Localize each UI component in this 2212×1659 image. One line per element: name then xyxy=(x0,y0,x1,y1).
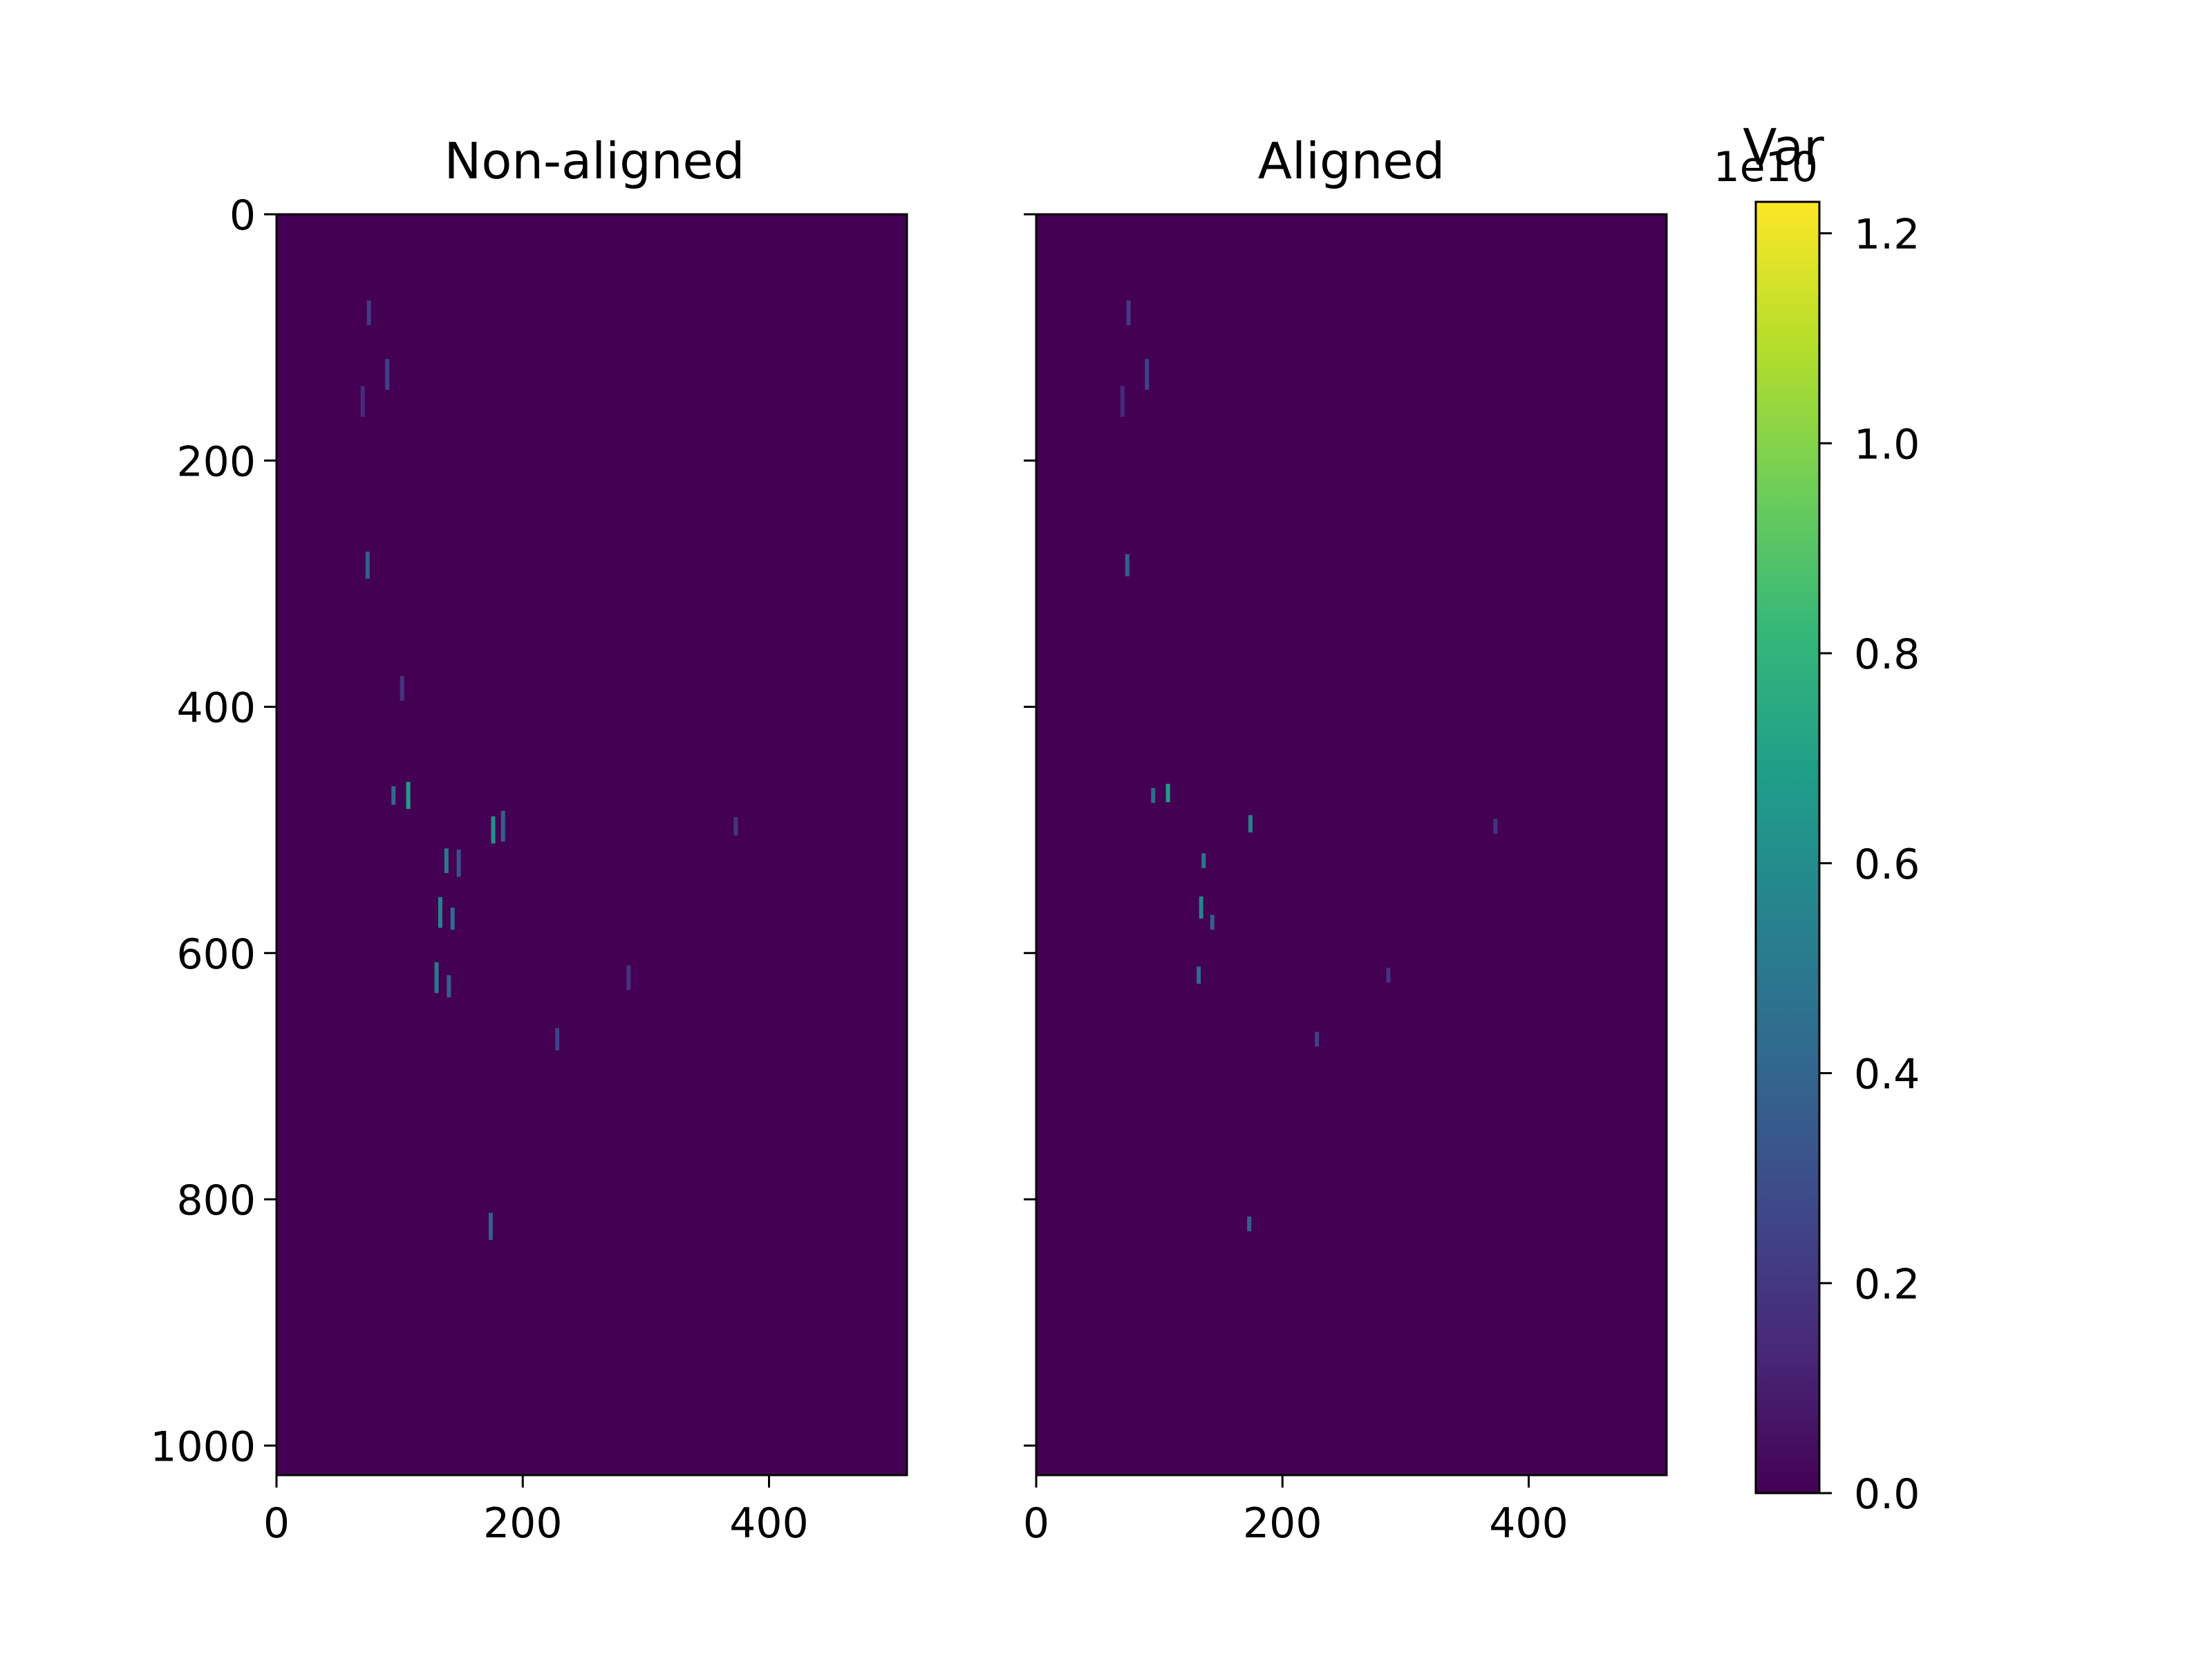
colorbar-tick-label: 0.8 xyxy=(1854,630,1920,679)
x-tick-label: 200 xyxy=(1243,1499,1322,1548)
heatmap-spot xyxy=(400,675,404,701)
heatmap-spot xyxy=(500,811,505,842)
heatmap-spot xyxy=(447,975,451,997)
y-tick-label: 400 xyxy=(176,684,256,733)
heatmap-spot xyxy=(391,786,396,805)
panel-title: Aligned xyxy=(1258,132,1445,190)
colorbar-tick-label: 0.2 xyxy=(1854,1260,1920,1309)
x-tick-label: 0 xyxy=(1023,1499,1049,1548)
panel-title: Non-aligned xyxy=(444,132,745,190)
heatmap-spot xyxy=(456,850,461,877)
x-axis: 0 200 400 xyxy=(263,1475,809,1548)
axes-frame xyxy=(275,213,908,1477)
colorbar-frame xyxy=(1754,200,1821,1494)
heatmap-spot xyxy=(1493,818,1498,834)
heatmap-spot xyxy=(438,897,442,928)
y-tick-label: 1000 xyxy=(150,1423,256,1471)
heatmap-spot xyxy=(385,359,390,390)
heatmap-spots xyxy=(1120,300,1498,1232)
y-tick-label: 800 xyxy=(176,1177,256,1225)
x-tick-label: 400 xyxy=(729,1499,809,1548)
heatmap-spot xyxy=(555,1028,560,1051)
heatmap-spot xyxy=(1315,1031,1320,1047)
heatmap-spots xyxy=(360,300,738,1240)
heatmap-spot xyxy=(1125,554,1130,577)
heatmap-spot xyxy=(1120,386,1125,418)
heatmap-spot xyxy=(450,907,455,930)
colorbar-tick-label: 1.2 xyxy=(1854,211,1920,259)
colorbar-tick-label: 0.0 xyxy=(1854,1470,1920,1519)
heatmap-background xyxy=(1036,214,1667,1475)
y-tick-label: 0 xyxy=(229,191,256,240)
heatmap-spot xyxy=(733,816,738,836)
heatmap-spot xyxy=(1145,359,1150,390)
panel-aligned: Aligned 0 200 400 xyxy=(1023,132,1668,1548)
x-axis: 0 200 400 xyxy=(1023,1475,1568,1548)
axes-frame xyxy=(1035,213,1668,1477)
colorbar-tick-label: 0.4 xyxy=(1854,1051,1920,1099)
y-tick-label: 600 xyxy=(176,930,256,979)
y-axis xyxy=(1024,213,1036,1447)
heatmap-spot xyxy=(406,782,411,809)
heatmap-spot xyxy=(1247,1216,1252,1232)
heatmap-spot xyxy=(1165,783,1170,803)
colorbar-gradient xyxy=(1756,202,1819,1493)
heatmap-background xyxy=(276,214,907,1475)
heatmap-spot xyxy=(491,816,496,844)
colorbar-tick-label: 0.6 xyxy=(1854,841,1920,889)
y-tick-label: 200 xyxy=(176,438,256,486)
heatmap-spot xyxy=(366,300,371,326)
heatmap-spot xyxy=(360,386,365,418)
x-tick-label: 200 xyxy=(483,1499,563,1548)
x-tick-label: 400 xyxy=(1489,1499,1568,1548)
heatmap-spot xyxy=(1386,968,1391,983)
heatmap-spot xyxy=(1248,815,1253,833)
colorbar-axis: 0.0 0.2 0.4 0.6 0.8 1.0 1.2 xyxy=(1819,211,1920,1519)
colorbar-tick-label: 1.0 xyxy=(1854,420,1920,469)
x-tick-label: 0 xyxy=(263,1499,290,1548)
heatmap-spot xyxy=(365,552,370,579)
colorbar: Var 1e10 0.0 0.2 0.4 0.6 0.8 1.0 1.2 xyxy=(1714,118,1920,1519)
colorbar-offset-text: 1e10 xyxy=(1714,143,1818,191)
heatmap-spot xyxy=(1201,853,1206,868)
panel-non-aligned: Non-aligned 0 200 400 600 800 1000 0 200 400 xyxy=(150,132,908,1548)
heatmap-spot xyxy=(1199,896,1203,919)
heatmap-spot xyxy=(1151,788,1156,803)
heatmap-spot xyxy=(488,1212,493,1240)
heatmap-spot xyxy=(626,965,631,991)
heatmap-spot xyxy=(434,962,439,993)
heatmap-spot xyxy=(1126,300,1131,326)
heatmap-spot xyxy=(1210,915,1215,930)
heatmap-spot xyxy=(444,848,449,873)
colorbar-label: Var xyxy=(1743,118,1824,176)
heatmap-spot xyxy=(1197,966,1201,984)
y-axis: 0 200 400 600 800 1000 xyxy=(150,191,276,1471)
